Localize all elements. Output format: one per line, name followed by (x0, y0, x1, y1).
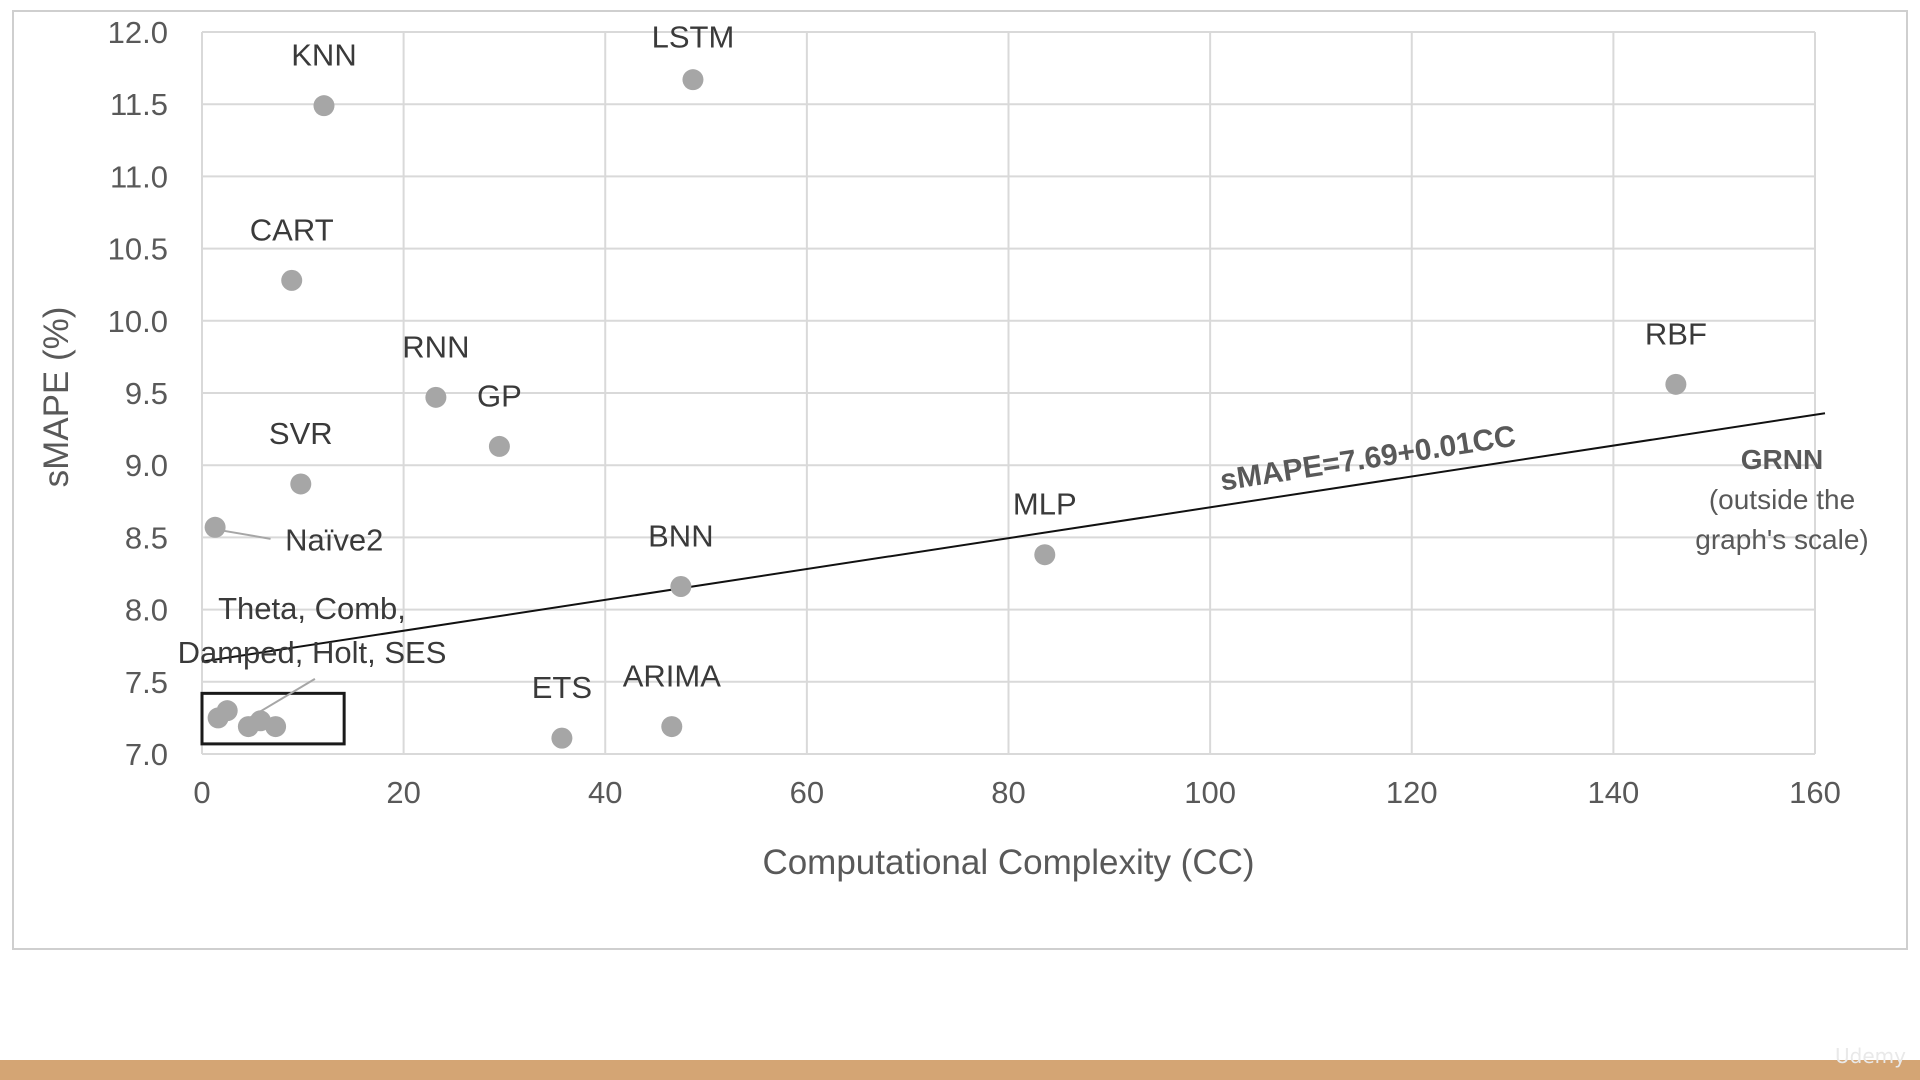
data-point (551, 727, 573, 749)
data-point (661, 716, 683, 738)
point-label: BNN (648, 518, 713, 553)
y-tick-label: 7.0 (125, 737, 168, 772)
y-tick-label: 11.0 (110, 159, 168, 194)
cluster-box (200, 691, 346, 746)
point-label: KNN (291, 38, 356, 73)
x-tick-label: 0 (193, 775, 210, 810)
data-point (1665, 373, 1687, 395)
naive2-leader-line (219, 529, 271, 540)
y-tick-label: 11.5 (110, 87, 168, 122)
point-label: RNN (402, 329, 469, 364)
y-tick-label: 10.0 (108, 304, 168, 339)
x-tick-label: 160 (1789, 775, 1841, 810)
x-tick-label: 20 (386, 775, 420, 810)
grnn-note-title: GRNN (1741, 444, 1823, 475)
x-tick-label: 140 (1588, 775, 1640, 810)
data-points (204, 69, 1687, 749)
y-tick-label: 9.0 (125, 448, 168, 483)
data-point (1034, 544, 1056, 566)
cluster-label-line2: Damped, Holt, SES (178, 635, 447, 670)
point-label: CART (250, 212, 334, 247)
point-label: SVR (269, 416, 333, 451)
x-tick-label: 60 (790, 775, 824, 810)
trendline (201, 412, 1826, 663)
cluster-highlight (200, 529, 346, 746)
data-point (313, 95, 335, 117)
x-axis-title: Computational Complexity (CC) (762, 843, 1254, 882)
data-point (488, 435, 510, 457)
point-label: ARIMA (623, 659, 722, 694)
y-tick-label: 7.5 (125, 665, 168, 700)
data-point (425, 386, 447, 408)
data-point (216, 700, 238, 722)
point-label: MLP (1013, 487, 1077, 522)
data-point (281, 269, 303, 291)
grnn-note-line1: (outside the (1709, 484, 1855, 515)
data-point (670, 575, 692, 597)
grnn-note-line2: graph's scale) (1695, 524, 1868, 555)
chart-frame (12, 10, 1908, 950)
trendline-equation-label: sMAPE=7.69+0.01CC (1218, 420, 1518, 498)
data-point (290, 473, 312, 495)
y-tick-label: 9.5 (125, 376, 168, 411)
cluster-label-line1: Theta, Comb, (218, 591, 406, 626)
udemy-watermark: Udemy (1835, 1044, 1906, 1068)
point-label: LSTM (652, 20, 735, 55)
y-tick-label: 12.0 (108, 15, 168, 50)
point-label: Naïve2 (285, 522, 383, 557)
grid-lines (201, 31, 1816, 755)
x-tick-label: 40 (588, 775, 622, 810)
y-axis-title: sMAPE (%) (37, 307, 76, 488)
point-label: ETS (532, 670, 592, 705)
point-label: RBF (1645, 316, 1707, 351)
y-tick-label: 8.0 (125, 593, 168, 628)
point-label: GP (477, 378, 522, 413)
x-tick-label: 80 (991, 775, 1025, 810)
y-tick-label: 10.5 (108, 232, 168, 267)
y-tick-label: 8.5 (125, 520, 168, 555)
data-point (682, 69, 704, 91)
bottom-accent-bar (0, 1060, 1920, 1080)
x-tick-label: 120 (1386, 775, 1438, 810)
axis-ticks: 0 20 40 60 80 100 120 140 160 7.0 7.5 8.0 8.5 9.0 9.5 1… (108, 15, 1841, 810)
data-point (204, 516, 226, 538)
x-tick-label: 100 (1184, 775, 1236, 810)
data-point (265, 716, 287, 738)
